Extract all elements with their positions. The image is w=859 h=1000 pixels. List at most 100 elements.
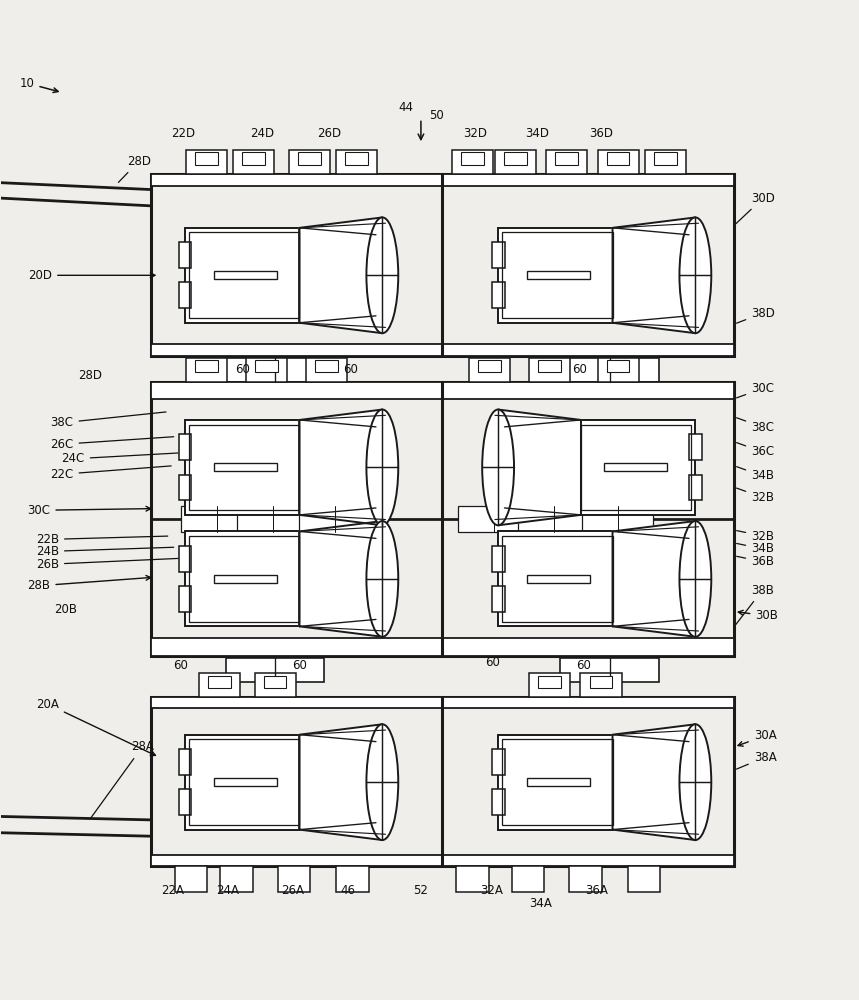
Bar xyxy=(299,506,370,532)
Bar xyxy=(589,676,612,688)
Bar xyxy=(180,506,252,532)
Bar xyxy=(214,778,277,786)
Polygon shape xyxy=(612,521,695,637)
Bar xyxy=(461,152,484,165)
Text: 38B: 38B xyxy=(735,584,774,625)
Bar xyxy=(456,866,489,892)
Text: 28B: 28B xyxy=(27,575,150,592)
Text: 50: 50 xyxy=(429,109,444,122)
Bar xyxy=(214,271,277,279)
Ellipse shape xyxy=(367,724,399,840)
Bar xyxy=(179,749,192,775)
Bar xyxy=(570,866,602,892)
Bar xyxy=(491,586,504,612)
Bar xyxy=(598,150,639,174)
Bar xyxy=(315,360,338,372)
Bar xyxy=(336,150,377,174)
Text: 26C: 26C xyxy=(51,437,174,451)
Bar xyxy=(179,282,192,308)
Bar xyxy=(151,382,734,656)
Text: 36A: 36A xyxy=(585,884,608,897)
Bar xyxy=(598,358,639,382)
Text: 52: 52 xyxy=(413,884,429,897)
Text: 34D: 34D xyxy=(525,127,549,140)
Bar xyxy=(582,506,654,532)
Bar xyxy=(214,463,277,471)
Bar xyxy=(179,475,192,500)
Text: 36C: 36C xyxy=(736,443,774,458)
Text: 20A: 20A xyxy=(36,698,155,756)
Ellipse shape xyxy=(679,521,711,637)
Text: 60: 60 xyxy=(482,361,497,374)
Text: 60: 60 xyxy=(484,656,500,669)
Text: 30B: 30B xyxy=(738,609,778,622)
Bar xyxy=(185,531,300,626)
Bar xyxy=(546,150,588,174)
Bar xyxy=(254,673,295,697)
Bar xyxy=(645,150,686,174)
Bar xyxy=(151,638,734,656)
Bar xyxy=(246,358,287,382)
Bar xyxy=(581,425,691,510)
Bar xyxy=(220,866,253,892)
Text: 60: 60 xyxy=(576,659,591,672)
Bar xyxy=(628,866,661,892)
Text: 10: 10 xyxy=(20,77,58,93)
Bar xyxy=(689,475,702,500)
Bar xyxy=(581,673,622,697)
Text: 60: 60 xyxy=(235,363,250,376)
Bar xyxy=(689,434,702,460)
Bar xyxy=(345,152,368,165)
Bar xyxy=(189,425,300,510)
Text: 24A: 24A xyxy=(216,884,240,897)
Bar xyxy=(189,739,300,825)
Bar xyxy=(504,152,527,165)
Bar xyxy=(264,676,286,688)
Polygon shape xyxy=(498,410,581,525)
Bar xyxy=(179,242,192,268)
Text: 30D: 30D xyxy=(736,192,775,224)
Text: 44: 44 xyxy=(398,101,413,114)
Bar xyxy=(539,360,561,372)
Bar xyxy=(208,676,231,688)
Bar xyxy=(527,778,589,786)
Text: 60: 60 xyxy=(174,659,188,672)
Bar xyxy=(189,536,300,622)
Bar xyxy=(527,575,589,583)
Bar xyxy=(214,575,277,583)
Bar xyxy=(469,358,510,382)
Text: 36D: 36D xyxy=(589,127,613,140)
Bar xyxy=(195,152,218,165)
Bar xyxy=(185,735,300,830)
Text: 28D: 28D xyxy=(119,155,151,182)
Text: 34B: 34B xyxy=(736,467,774,482)
Bar xyxy=(151,697,734,708)
Text: 38C: 38C xyxy=(736,418,774,434)
Bar xyxy=(581,420,695,515)
Bar xyxy=(529,358,570,382)
Polygon shape xyxy=(300,724,382,840)
Polygon shape xyxy=(300,521,382,637)
Text: 38A: 38A xyxy=(736,751,777,769)
Text: 30A: 30A xyxy=(738,729,777,746)
Text: 34B: 34B xyxy=(737,542,774,555)
Text: 30C: 30C xyxy=(736,382,774,398)
Bar xyxy=(491,242,504,268)
Text: 28A: 28A xyxy=(90,740,154,819)
Ellipse shape xyxy=(482,410,514,525)
Bar xyxy=(195,360,218,372)
Bar xyxy=(198,673,240,697)
Bar xyxy=(560,658,659,682)
Text: 60: 60 xyxy=(572,363,587,376)
Text: 60: 60 xyxy=(292,659,307,672)
Text: 38C: 38C xyxy=(51,412,166,429)
Bar xyxy=(491,749,504,775)
Bar xyxy=(498,531,612,626)
Bar xyxy=(289,150,330,174)
Bar xyxy=(237,506,308,532)
Bar xyxy=(185,228,300,323)
Bar xyxy=(502,536,612,622)
Polygon shape xyxy=(612,724,695,840)
Text: 32A: 32A xyxy=(480,884,503,897)
Bar xyxy=(174,866,207,892)
